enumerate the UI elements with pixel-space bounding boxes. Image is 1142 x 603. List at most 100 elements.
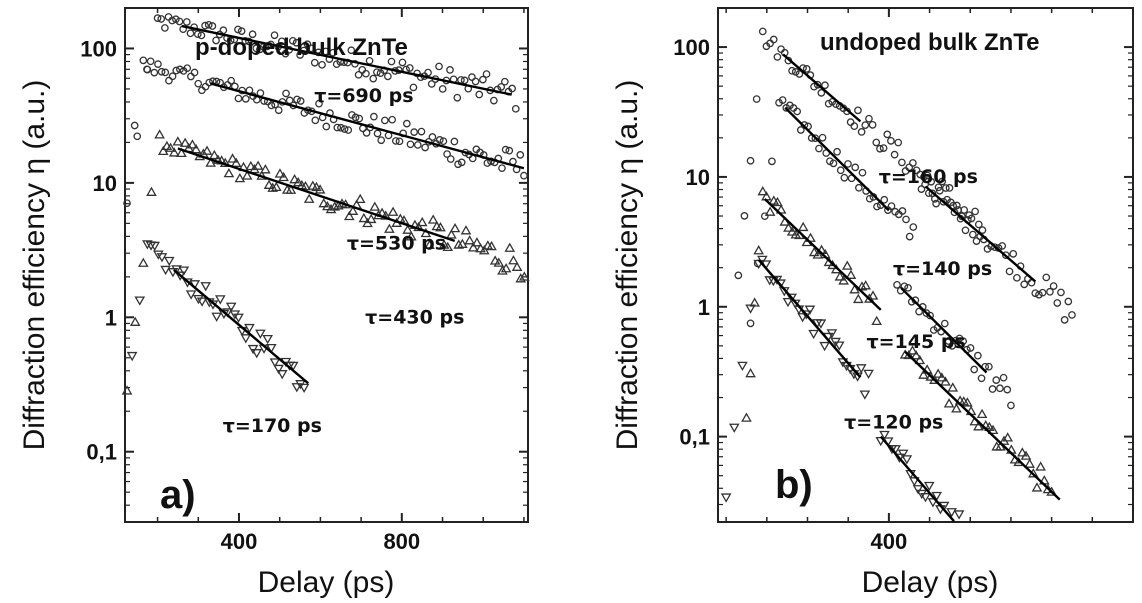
data-point-circle [961, 226, 970, 235]
data-point-triangle-down [931, 491, 943, 502]
data-point-triangle-up [387, 206, 399, 216]
data-point-circle [201, 21, 209, 30]
data-point-circle [340, 125, 349, 133]
data-point-triangle-down [193, 294, 204, 305]
data-point-triangle-up [311, 181, 322, 192]
data-point-triangle-up [154, 129, 165, 139]
data-point-circle [183, 64, 192, 73]
data-point-circle [234, 94, 243, 103]
data-point-triangle-up [263, 179, 275, 189]
data-point-triangle-up [325, 203, 337, 214]
data-point-circle [384, 72, 392, 81]
y-tick-label: 100 [673, 35, 710, 60]
panel-b-fit-lines [757, 53, 1061, 522]
data-point-triangle-up [834, 271, 846, 281]
panel-a-plot-frame [124, 7, 529, 523]
data-point-circle [948, 341, 956, 350]
data-point-circle [898, 158, 906, 167]
data-point-circle [974, 220, 983, 229]
data-point-triangle-up [508, 255, 519, 265]
data-point-circle [946, 198, 955, 207]
data-point-triangle-down [134, 296, 146, 306]
data-point-circle [428, 133, 437, 141]
data-point-circle [868, 120, 877, 129]
data-point-circle [252, 44, 261, 53]
data-point-triangle-down [178, 266, 190, 276]
fit-line [784, 106, 890, 212]
data-point-circle [905, 232, 914, 241]
data-point-circle [454, 160, 462, 169]
data-point-circle [438, 85, 447, 93]
data-point-circle [978, 226, 987, 234]
data-point-triangle-up [303, 193, 315, 203]
data-point-circle [1020, 280, 1029, 289]
data-point-triangle-up [365, 213, 377, 224]
data-point-circle [212, 36, 220, 45]
data-point-circle [796, 126, 805, 134]
data-point-circle [322, 122, 331, 131]
data-point-circle [991, 243, 999, 252]
data-point-circle [516, 151, 525, 159]
data-point-circle [829, 159, 838, 168]
data-point-circle [795, 70, 804, 78]
data-point-triangle-down [265, 343, 277, 354]
data-point-triangle-down [269, 358, 281, 368]
data-point-circle [443, 150, 451, 158]
data-point-circle [821, 81, 829, 90]
data-point-circle [876, 144, 884, 153]
data-point-circle [734, 271, 743, 280]
data-point-circle [292, 38, 301, 47]
data-point-triangle-down [826, 329, 838, 339]
data-point-triangle-up [234, 172, 246, 183]
data-point-triangle-up [405, 231, 417, 241]
data-point-circle [471, 77, 480, 86]
data-point-triangle-up [168, 147, 180, 157]
data-point-triangle-up [753, 245, 765, 255]
data-point-circle [934, 183, 943, 192]
data-point-circle [157, 67, 166, 76]
data-point-circle [769, 35, 778, 44]
data-point-triangle-up [300, 180, 311, 191]
data-point-circle [204, 20, 213, 29]
data-point-circle [450, 137, 459, 146]
data-point-triangle-down [287, 361, 299, 372]
data-point-triangle-up [808, 246, 820, 257]
data-point-triangle-up [223, 167, 235, 178]
data-point-triangle-up [1035, 461, 1046, 471]
y-tick-label: 10 [686, 165, 710, 190]
data-point-triangle-down [273, 364, 284, 375]
y-tick-label: 100 [80, 36, 117, 61]
data-point-circle [381, 116, 389, 125]
data-point-triangle-down [912, 485, 924, 495]
data-point-circle [157, 15, 166, 23]
data-point-circle [482, 70, 491, 78]
data-point-circle [490, 96, 498, 105]
data-point-circle [813, 80, 822, 89]
data-point-triangle-up [252, 160, 264, 170]
data-point-circle [861, 121, 870, 129]
data-point-circle [840, 173, 849, 182]
panel-a-title: p-doped bulk ZnTe [195, 34, 408, 61]
data-point-circle [1038, 288, 1047, 297]
data-point-triangle-up [446, 229, 457, 239]
data-point-triangle-up [318, 198, 330, 208]
data-point-circle [1064, 297, 1073, 306]
data-point-triangle-up [435, 222, 446, 232]
data-point-circle [130, 121, 139, 130]
data-point-circle [153, 14, 162, 22]
data-point-triangle-up [910, 350, 922, 360]
data-point-circle [296, 97, 305, 105]
data-point-circle [879, 144, 888, 152]
data-point-circle [511, 104, 520, 113]
data-point-circle [475, 90, 484, 99]
data-point-circle [932, 199, 940, 208]
data-point-triangle-up [329, 201, 341, 211]
data-point-triangle-down [214, 295, 226, 305]
data-point-circle [818, 133, 827, 142]
data-point-triangle-up [947, 382, 959, 392]
data-point-circle [760, 212, 769, 221]
data-point-triangle-down [894, 453, 905, 463]
data-point-triangle-up [500, 263, 512, 273]
data-point-circle [176, 65, 184, 74]
